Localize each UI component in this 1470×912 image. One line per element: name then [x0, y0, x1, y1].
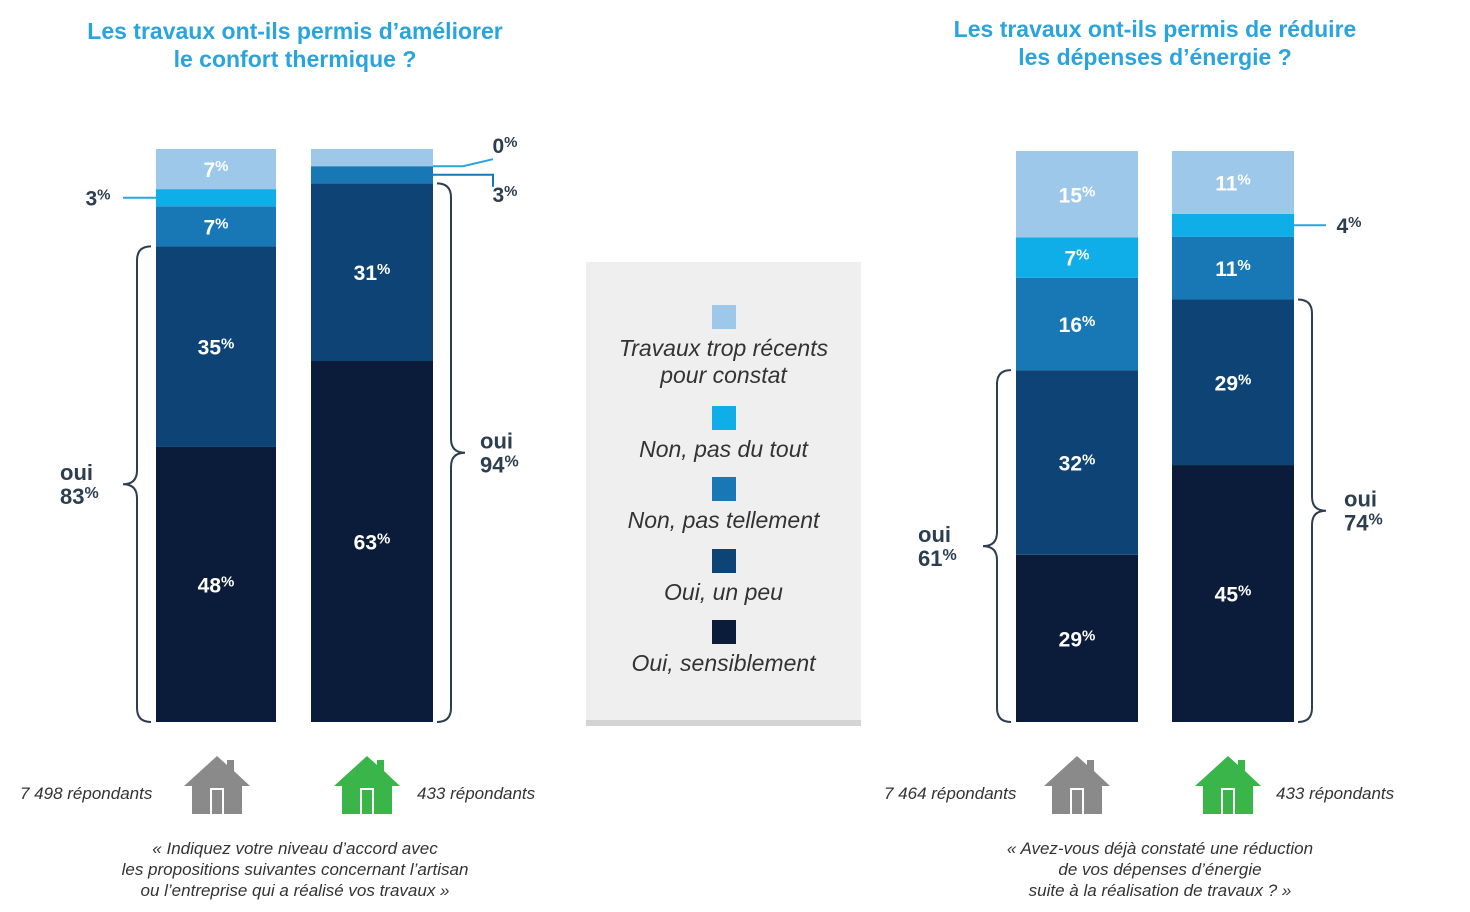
respondents-count: 433 répondants [417, 784, 536, 803]
question-text: « Avez-vous déjà constaté une réduction … [1006, 839, 1314, 900]
data-label: 32% [1059, 451, 1096, 475]
data-label: 29% [1059, 627, 1096, 651]
bar-segment [1016, 237, 1138, 278]
legend-swatch [711, 406, 736, 430]
callout-label: 4% [1336, 214, 1361, 238]
data-label: 48% [198, 573, 235, 597]
respondents-count: 7 464 répondants [884, 784, 1017, 803]
brace [982, 369, 1012, 723]
legend-label: Non, pas tellement [627, 507, 820, 533]
callout-line [433, 173, 494, 187]
brace [436, 182, 466, 723]
house-grey-icon [184, 756, 250, 814]
data-label: 11% [1215, 171, 1251, 195]
bar-segment [156, 149, 276, 190]
callout-label: 0% [492, 134, 517, 158]
svg-text:oui: oui [1344, 487, 1377, 512]
bar-segment [156, 206, 276, 247]
legend: Travaux trop récents pour constat Non, p… [586, 262, 861, 720]
bar-segment [156, 246, 276, 447]
svg-text:oui: oui [918, 522, 951, 547]
chart-title-confort: Les travaux ont-ils permis d’améliorer l… [87, 18, 503, 72]
legend-swatch [711, 305, 736, 329]
respondents-count: 433 répondants [1276, 784, 1395, 803]
legend-swatch [711, 549, 736, 573]
legend-swatch [711, 477, 736, 501]
data-label: 15% [1059, 183, 1096, 207]
bar-segment [1016, 277, 1138, 371]
data-label: 45% [1215, 583, 1252, 607]
legend-item-sensiblement: Oui, sensiblement [586, 620, 861, 677]
svg-text:61%: 61% [918, 546, 957, 571]
bar-segment [156, 189, 276, 207]
data-label: 16% [1059, 313, 1096, 337]
bar-segment [1172, 213, 1294, 237]
bar-segment [1016, 554, 1138, 722]
bar-segment [311, 183, 433, 362]
legend-item-pas-tellement: Non, pas tellement [586, 477, 861, 534]
question-text: « Indiquez votre niveau d’accord avec le… [121, 839, 469, 900]
bar-segment [311, 166, 433, 184]
data-label: 7% [1064, 247, 1089, 271]
svg-text:83%: 83% [60, 484, 99, 509]
svg-text:94%: 94% [480, 453, 519, 478]
svg-text:oui: oui [480, 429, 513, 454]
legend-label: Travaux trop récents pour constat [618, 335, 829, 388]
callout-label: 3% [85, 187, 110, 211]
data-label: 29% [1215, 371, 1252, 395]
bar-segment [311, 149, 433, 167]
bar-segment [1172, 465, 1294, 722]
house-green-icon [1195, 756, 1261, 814]
callout-label: 3% [492, 183, 517, 207]
house-green-icon [334, 756, 400, 814]
bar-segment [1016, 370, 1138, 555]
house-grey-icon [1044, 756, 1110, 814]
data-label: 7% [203, 158, 228, 182]
legend-label: Oui, un peu [664, 579, 783, 605]
legend-label: Non, pas du tout [639, 436, 808, 462]
bar-segment [1016, 151, 1138, 238]
bar-segment [1172, 151, 1294, 214]
bar-segment [1172, 299, 1294, 466]
data-label: 63% [354, 531, 391, 555]
callout-line [433, 158, 494, 168]
brace [1297, 298, 1327, 723]
legend-item-trop-recents: Travaux trop récents pour constat [586, 305, 861, 389]
svg-text:74%: 74% [1344, 511, 1383, 536]
legend-item-un-peu: Oui, un peu [586, 549, 861, 606]
bar-segment [156, 446, 276, 722]
respondents-count: 7 498 répondants [20, 784, 153, 803]
bar-segment [311, 361, 433, 722]
legend-item-pas-du-tout: Non, pas du tout [586, 406, 861, 463]
brace [122, 245, 152, 723]
legend-swatch [711, 620, 736, 644]
bar-segment [1172, 236, 1294, 300]
data-label: 7% [203, 215, 228, 239]
svg-text:oui: oui [60, 460, 93, 485]
data-label: 11% [1215, 257, 1251, 281]
data-label: 35% [198, 336, 235, 360]
chart-title-depenses: Les travaux ont-ils permis de réduire le… [953, 16, 1357, 70]
data-label: 31% [354, 261, 391, 285]
legend-label: Oui, sensiblement [631, 650, 816, 676]
